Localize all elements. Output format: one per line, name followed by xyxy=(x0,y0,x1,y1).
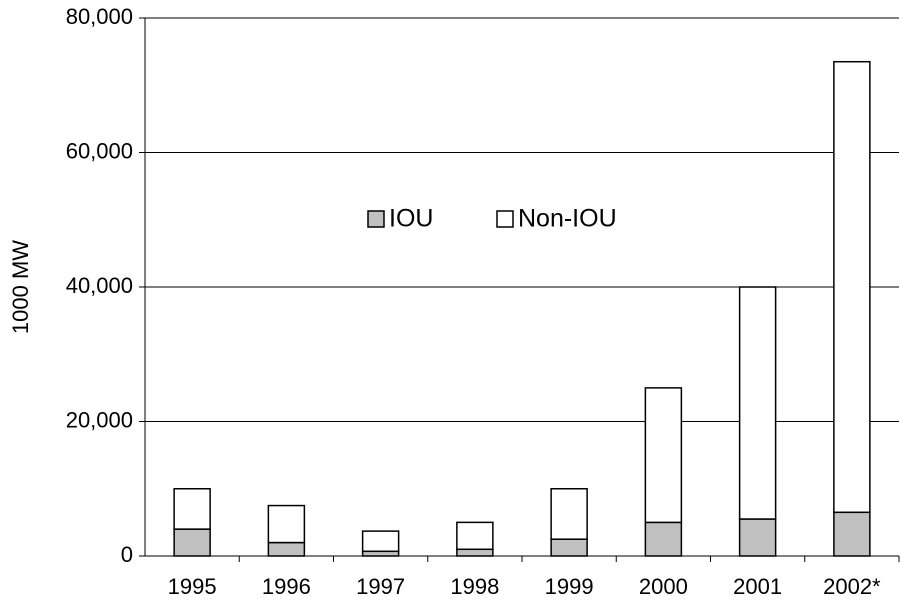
bar-segment xyxy=(173,488,211,530)
x-tick-label: 1999 xyxy=(545,574,594,599)
y-tick-label: 80,000 xyxy=(66,4,133,29)
bar-segment xyxy=(644,387,683,524)
bar-segment xyxy=(456,548,494,557)
x-tick-label: 2002* xyxy=(823,574,881,599)
y-tick-label: 20,000 xyxy=(66,407,133,432)
x-tick-label: 2001 xyxy=(733,574,782,599)
bar-segment xyxy=(550,538,588,557)
bar-segment xyxy=(267,504,306,544)
legend-label: Non-IOU xyxy=(518,205,617,233)
y-tick-label: 0 xyxy=(121,542,133,567)
bar-segment xyxy=(550,488,588,540)
bar-segment xyxy=(456,521,494,551)
x-tick-label: 2000 xyxy=(639,574,688,599)
bar-segment xyxy=(833,60,871,514)
x-tick-label: 1996 xyxy=(262,574,311,599)
legend-swatch xyxy=(367,210,385,228)
legend-label: IOU xyxy=(389,205,433,233)
bar-segment xyxy=(173,528,211,557)
bar-segment xyxy=(738,286,777,520)
bar-segment xyxy=(833,511,871,557)
bar-segment xyxy=(738,518,777,557)
x-tick-label: 1995 xyxy=(168,574,217,599)
legend-swatch xyxy=(496,210,514,228)
y-axis-label: 1000 MW xyxy=(8,240,33,334)
x-tick-label: 1998 xyxy=(450,574,499,599)
y-tick-label: 40,000 xyxy=(66,273,133,298)
bar-segment xyxy=(267,541,306,557)
y-tick-label: 60,000 xyxy=(66,138,133,163)
x-tick-label: 1997 xyxy=(356,574,405,599)
bar-segment xyxy=(644,521,683,557)
bar-segment xyxy=(361,530,400,553)
